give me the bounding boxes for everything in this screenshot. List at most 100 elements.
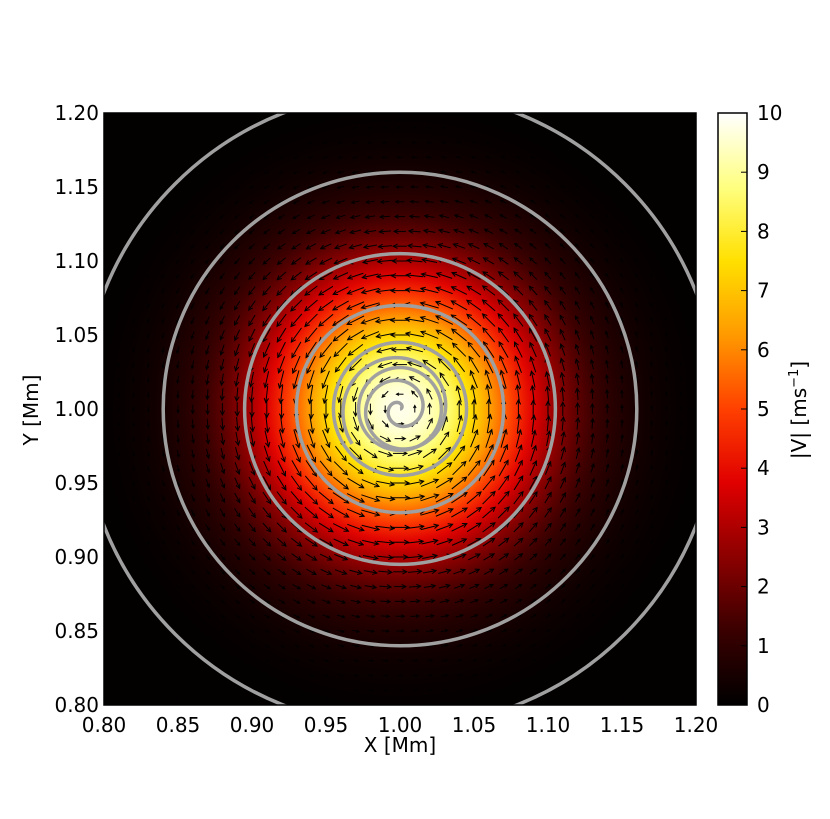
vector-arrow xyxy=(605,403,610,414)
vector-arrow xyxy=(650,361,653,368)
vector-arrow xyxy=(559,228,566,234)
vector-arrow xyxy=(318,285,334,296)
vector-arrow xyxy=(277,553,287,561)
vector-arrow xyxy=(441,659,448,662)
vector-arrow xyxy=(360,302,380,310)
vector-arrow xyxy=(279,644,285,648)
vector-arrow xyxy=(452,460,467,476)
vector-arrow xyxy=(589,373,595,385)
vector-arrow xyxy=(544,537,552,547)
vector-arrow xyxy=(528,285,538,296)
vector-arrow xyxy=(575,568,581,575)
vector-arrow xyxy=(544,522,552,532)
vector-arrow xyxy=(560,430,566,446)
vector-arrow xyxy=(513,257,523,265)
vector-arrow xyxy=(620,272,624,279)
vector-arrow xyxy=(190,345,195,355)
vector-arrow xyxy=(262,491,272,505)
vector-arrow xyxy=(442,688,448,692)
vector-arrow xyxy=(323,414,330,434)
vector-arrow xyxy=(544,313,552,326)
vector-arrow xyxy=(515,629,522,633)
vector-arrow xyxy=(234,538,241,547)
vector-arrow xyxy=(528,491,538,504)
vector-arrow xyxy=(176,569,180,575)
vector-arrow xyxy=(147,495,150,501)
vector-arrow xyxy=(235,614,240,619)
vector-arrow xyxy=(635,509,639,516)
vector-arrow xyxy=(219,214,225,219)
vector-arrow xyxy=(352,156,359,159)
vector-arrow xyxy=(438,583,451,589)
y-tick-label: 1.10 xyxy=(54,249,99,273)
vector-arrow xyxy=(437,228,450,234)
vector-arrow xyxy=(528,313,538,327)
vector-arrow xyxy=(559,538,567,546)
vector-arrow xyxy=(205,389,210,401)
vector-arrow xyxy=(395,185,404,189)
vector-arrow xyxy=(590,508,595,517)
colorbar-tick-label: 8 xyxy=(757,219,770,243)
vector-arrow xyxy=(321,584,332,590)
vector-arrow xyxy=(176,229,180,234)
vector-arrow xyxy=(620,463,624,472)
vector-arrow xyxy=(650,509,654,515)
vector-arrow xyxy=(146,391,150,398)
vector-arrow xyxy=(264,156,269,159)
vector-arrow xyxy=(605,272,610,279)
vector-arrow xyxy=(575,416,581,430)
vector-arrow xyxy=(575,462,581,474)
vector-arrow xyxy=(146,288,150,294)
vector-arrow xyxy=(277,214,285,219)
vector-arrow xyxy=(498,537,510,547)
vector-arrow xyxy=(665,494,668,500)
vector-arrow xyxy=(176,288,180,294)
vector-arrow xyxy=(620,448,624,457)
vector-arrow xyxy=(308,659,315,663)
vector-arrow xyxy=(481,313,496,327)
vector-arrow xyxy=(438,568,452,574)
vector-arrow xyxy=(486,644,493,648)
colorbar-label-exponent: −1 xyxy=(787,369,802,388)
vector-arrow xyxy=(219,286,226,295)
vector-arrow xyxy=(249,629,255,633)
vector-arrow xyxy=(513,271,524,281)
vector-arrow xyxy=(308,156,314,159)
vector-arrow xyxy=(497,326,510,343)
vector-arrow xyxy=(380,599,392,604)
vector-arrow xyxy=(435,493,454,503)
vector-arrow xyxy=(305,341,317,359)
vector-arrow xyxy=(205,448,211,460)
vector-arrow xyxy=(248,328,256,342)
vector-arrow xyxy=(420,508,440,516)
vector-arrow xyxy=(332,328,349,342)
vector-arrow xyxy=(264,644,270,648)
vector-arrow xyxy=(264,614,271,619)
colorbar: 0 1 2 3 4 5 6 7 8 9 10 xyxy=(717,101,782,717)
vector-arrow xyxy=(426,388,433,400)
vector-arrow xyxy=(484,214,493,219)
vector-arrow xyxy=(176,509,180,517)
vector-arrow xyxy=(470,614,479,618)
colorbar-label: |V| [ms−1] xyxy=(787,361,811,459)
vector-arrow xyxy=(680,420,683,426)
vector-arrow xyxy=(336,171,344,174)
vector-arrow xyxy=(452,242,466,249)
vector-arrow xyxy=(278,429,286,449)
vector-arrow xyxy=(249,584,256,590)
vector-arrow xyxy=(219,417,226,431)
vector-arrow xyxy=(293,629,300,633)
vector-arrow xyxy=(205,539,211,546)
vector-arrow xyxy=(530,614,537,619)
vector-arrow xyxy=(439,199,449,204)
vector-arrow xyxy=(620,228,624,234)
vector-arrow xyxy=(132,421,135,428)
vector-arrow xyxy=(435,329,453,341)
vector-arrow xyxy=(545,430,552,447)
vector-arrow xyxy=(665,435,668,441)
vector-arrow xyxy=(575,214,580,219)
vector-arrow xyxy=(590,614,595,618)
vector-arrow xyxy=(190,509,195,517)
vector-arrow xyxy=(680,450,683,456)
contour-circle xyxy=(331,340,469,478)
